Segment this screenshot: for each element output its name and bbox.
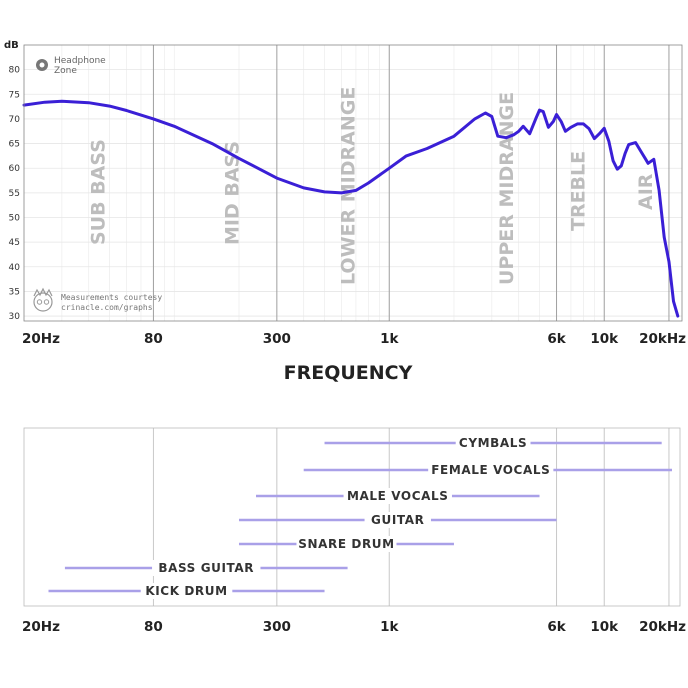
instrument-range-chart: CYMBALS FEMALE VOCALS MALE VOCALS GUITAR SNA… — [22, 427, 686, 635]
range-x-tick-label: 20Hz — [22, 619, 60, 635]
fr-x-tick-label: 1k — [380, 331, 399, 347]
instrument-range: GUITAR — [238, 512, 557, 528]
fr-y-tick-label: 50 — [9, 214, 21, 224]
fr-y-tick-label: 45 — [9, 238, 20, 248]
instrument-range: FEMALE VOCALS — [303, 462, 672, 478]
range-label: KICK DRUM — [145, 584, 227, 598]
fr-y-tick-label: 70 — [9, 115, 21, 125]
fr-y-tick-label: 55 — [9, 189, 20, 199]
fr-x-tick-label: 300 — [263, 331, 291, 347]
range-x-tick-label: 10k — [590, 619, 619, 635]
range-plot-frame — [23, 427, 681, 607]
fr-y-ticks: 30 35 40 45 50 55 60 65 70 75 80 — [9, 66, 21, 322]
range-label: BASS GUITAR — [158, 561, 254, 575]
headphone-zone-logo-icon — [36, 59, 48, 71]
range-label: SNARE DRUM — [298, 537, 394, 551]
credit-line-1: Measurements courtesy — [61, 293, 162, 302]
range-label: GUITAR — [371, 513, 424, 527]
fr-plot-frame — [23, 44, 683, 322]
range-label-bg — [455, 435, 531, 451]
range-grid — [152, 428, 670, 606]
fr-grid — [23, 45, 682, 321]
range-x-ticks: 20Hz 80 300 1k 6k 10k 20kHz — [22, 619, 686, 635]
measurement-credit: Measurements courtesy crinacle.com/graph… — [33, 287, 162, 312]
y-axis-unit: dB — [4, 40, 19, 51]
fr-x-tick-label: 20Hz — [22, 331, 60, 347]
band-label: AIR — [635, 173, 657, 210]
fr-x-tick-label: 20kHz — [639, 331, 686, 347]
fr-y-tick-label: 35 — [9, 287, 20, 297]
fr-x-tick-label: 10k — [590, 331, 619, 347]
fr-x-ticks: 20Hz 80 300 1k 6k 10k 20kHz — [22, 331, 686, 347]
x-axis-title: FREQUENCY — [284, 362, 413, 384]
fr-band-labels: SUB BASS MID BASS LOWER MIDRANGE UPPER MIDR… — [88, 87, 658, 285]
range-label: CYMBALS — [459, 436, 527, 450]
instrument-range: BASS GUITAR — [64, 560, 348, 576]
instrument-ranges: CYMBALS FEMALE VOCALS MALE VOCALS GUITAR SNA… — [48, 435, 672, 599]
brand-line-2: Zone — [54, 66, 77, 76]
range-label: MALE VOCALS — [347, 489, 449, 503]
fr-x-tick-label: 80 — [144, 331, 163, 347]
credit-line-2: crinacle.com/graphs — [61, 303, 153, 312]
range-label: FEMALE VOCALS — [431, 463, 550, 477]
band-label: UPPER MIDRANGE — [496, 92, 518, 285]
range-label-bg — [343, 488, 452, 504]
instrument-range: SNARE DRUM — [238, 536, 454, 552]
range-label-bg — [364, 512, 431, 528]
range-label-bg — [140, 583, 233, 599]
range-x-tick-label: 1k — [380, 619, 399, 635]
band-label: MID BASS — [222, 141, 244, 245]
range-label-bg — [296, 536, 397, 552]
range-x-tick-label: 6k — [547, 619, 566, 635]
brand-logo: Headphone Zone — [36, 56, 106, 76]
fr-x-tick-label: 6k — [547, 331, 566, 347]
range-x-tick-label: 80 — [144, 619, 163, 635]
fr-y-tick-label: 30 — [9, 312, 21, 322]
fr-y-tick-label: 80 — [9, 66, 21, 76]
frequency-response-chart: SUB BASS MID BASS LOWER MIDRANGE UPPER MIDR… — [4, 40, 686, 384]
range-label-bg — [152, 560, 261, 576]
instrument-range: MALE VOCALS — [256, 488, 540, 504]
fr-y-tick-label: 60 — [9, 164, 21, 174]
frequency-response-line — [22, 99, 680, 318]
range-x-tick-label: 20kHz — [639, 619, 686, 635]
range-label-bg — [428, 462, 554, 478]
crinacle-mascot-icon — [33, 287, 53, 312]
band-label: TREBLE — [567, 151, 589, 231]
band-label: SUB BASS — [88, 139, 110, 245]
fr-y-tick-label: 65 — [9, 140, 20, 150]
range-x-tick-label: 300 — [263, 619, 291, 635]
fr-y-tick-label: 75 — [9, 90, 20, 100]
band-label: LOWER MIDRANGE — [338, 87, 360, 285]
brand-line-1: Headphone — [54, 56, 106, 66]
instrument-range: CYMBALS — [324, 435, 662, 451]
instrument-range: KICK DRUM — [48, 583, 325, 599]
fr-y-tick-label: 40 — [9, 263, 21, 273]
